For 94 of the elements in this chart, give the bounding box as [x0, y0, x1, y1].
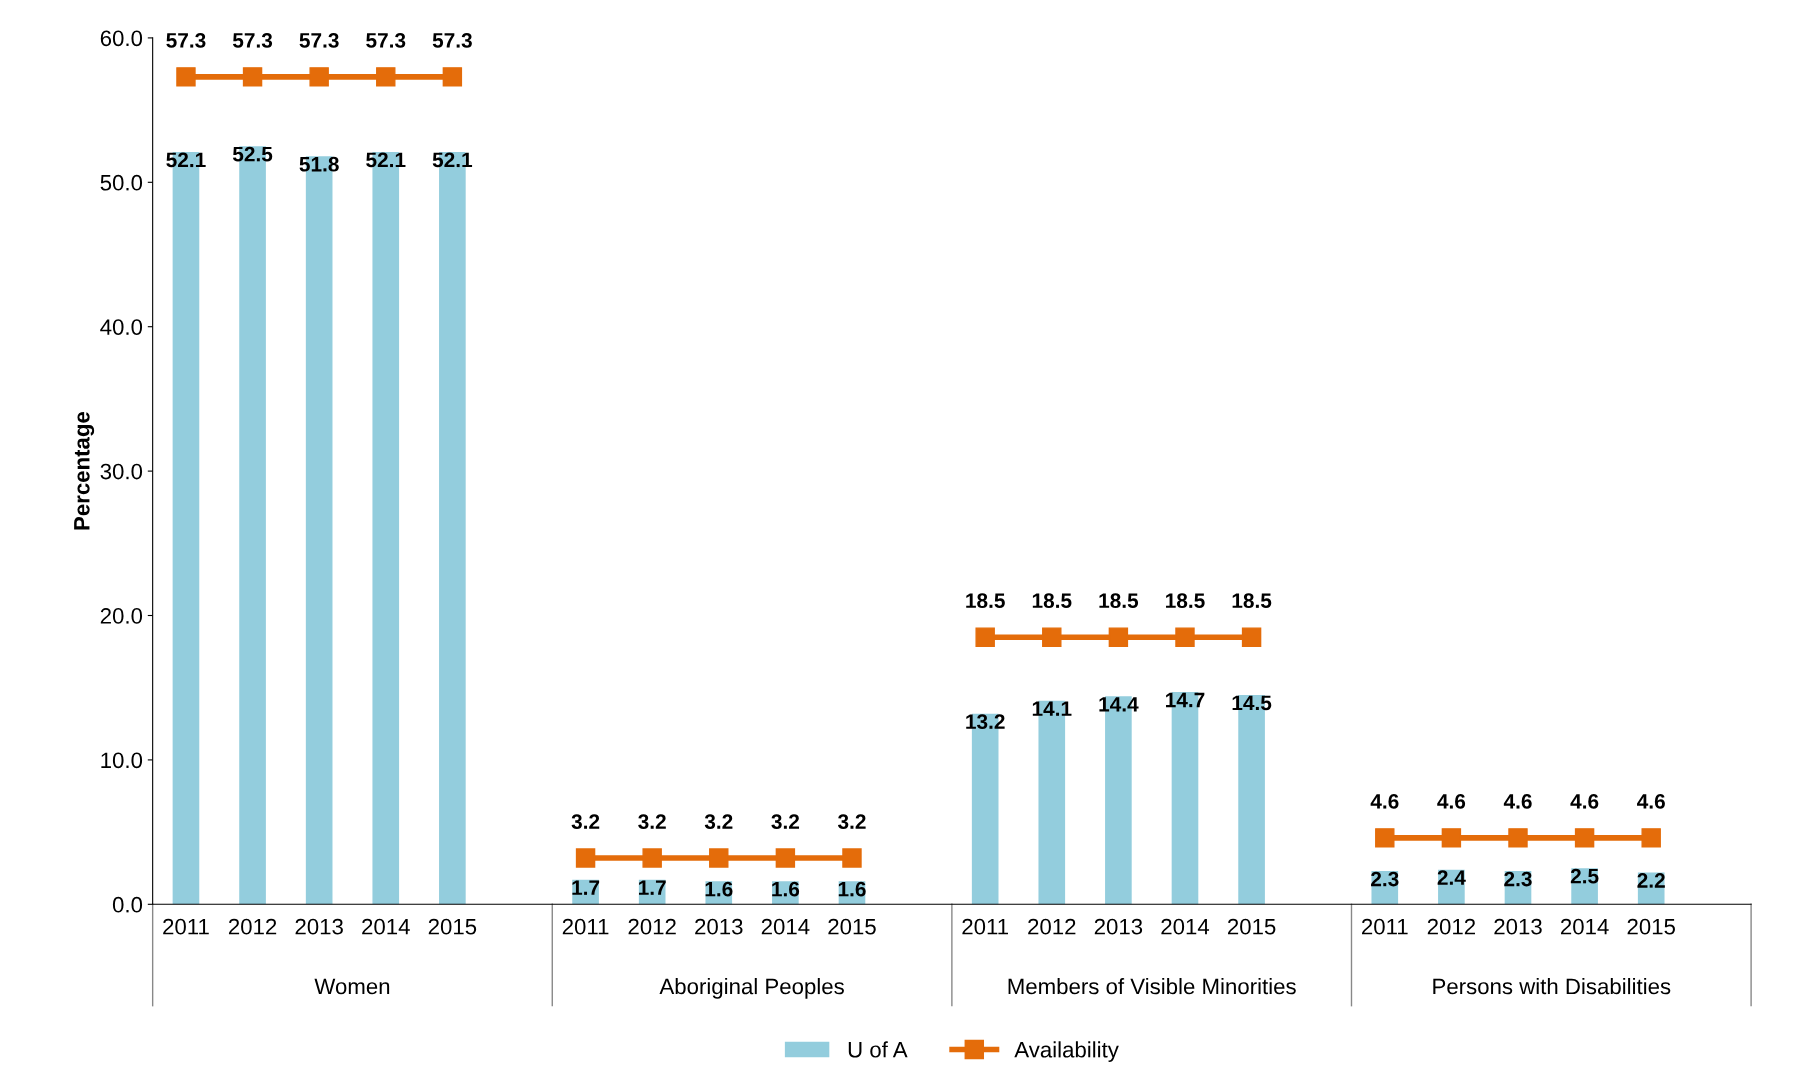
- point: [1375, 828, 1395, 848]
- data-label: 4.6: [1370, 794, 1399, 809]
- point: [376, 67, 396, 87]
- text: Persons with Disabilities: [1433, 977, 1671, 995]
- data-label: 14.4: [1099, 697, 1139, 712]
- data-label: 2.5: [1570, 868, 1599, 884]
- y-tick-label: 20.0: [100, 608, 143, 624]
- data-label: 52.1: [366, 152, 406, 168]
- point: [1108, 627, 1129, 647]
- data-label: 4.6: [1637, 794, 1665, 809]
- data-label: 13.2: [966, 714, 1005, 730]
- legend-label: Availability: [1014, 1041, 1119, 1062]
- data-label: 57.3: [166, 33, 206, 48]
- data-label: 18.5: [1032, 593, 1072, 609]
- data-label: 3.2: [638, 814, 666, 830]
- data-label: 4.6: [1503, 794, 1532, 809]
- point: [1508, 828, 1528, 848]
- point: [642, 848, 662, 868]
- point: [842, 848, 862, 868]
- point: [309, 67, 329, 87]
- data-label: 4.6: [1437, 794, 1466, 809]
- x-tick-label: 2014: [1561, 918, 1609, 935]
- point: [775, 848, 796, 868]
- x-tick-label: 2014: [1161, 918, 1210, 935]
- x-tick-label: 2013: [1494, 918, 1542, 935]
- data-label: 18.5: [1099, 593, 1139, 609]
- data-label: 2.3: [1371, 871, 1399, 887]
- data-label: 18.5: [1232, 593, 1272, 609]
- x-tick-label: 2012: [228, 918, 277, 935]
- data-label: 1.6: [772, 881, 800, 897]
- data-label: 14.1: [1032, 701, 1072, 716]
- point: [709, 848, 729, 868]
- y-tick-label: 60.0: [100, 30, 143, 47]
- point: [442, 67, 463, 87]
- text: Women: [314, 978, 390, 995]
- point: [1574, 828, 1595, 848]
- y-tick-label: 50.0: [100, 174, 143, 191]
- x-tick-label: 2013: [1094, 918, 1143, 935]
- data-label: 51.8: [299, 156, 339, 172]
- point: [176, 67, 196, 87]
- x-tick-label: 2011: [562, 918, 609, 935]
- data-label: 52.5: [232, 146, 273, 162]
- point: [1241, 627, 1262, 647]
- data-label: 1.7: [639, 880, 666, 895]
- data-label: 57.3: [299, 33, 339, 48]
- data-label: 57.3: [366, 33, 406, 48]
- data-label: 1.6: [705, 881, 733, 897]
- point: [1441, 828, 1462, 848]
- y-tick-label: 10.0: [101, 752, 143, 769]
- x-tick-label: 2013: [295, 918, 343, 935]
- x-tick-label: 2015: [428, 918, 477, 935]
- y-tick-label: 30.0: [100, 463, 143, 480]
- x-tick-label: 2014: [362, 918, 410, 935]
- x-tick-label: 2013: [695, 918, 743, 935]
- y-tick-label: 0.0: [112, 896, 143, 913]
- data-label: 3.2: [771, 814, 800, 830]
- point: [975, 627, 995, 647]
- data-label: 52.1: [432, 152, 473, 168]
- data-label: 3.2: [571, 814, 600, 830]
- x-tick-label: 2012: [1028, 918, 1076, 935]
- text: Aboriginal Peoples: [659, 977, 844, 999]
- x-tick-label: 2011: [163, 918, 209, 935]
- legend-label: U of A: [848, 1041, 908, 1058]
- data-label: 18.5: [966, 593, 1005, 609]
- point: [575, 848, 596, 868]
- x-tick-label: 2011: [1362, 918, 1408, 935]
- x-tick-label: 2012: [628, 918, 676, 935]
- data-label: 57.3: [232, 33, 273, 48]
- x-tick-label: 2015: [1227, 918, 1276, 935]
- data-label: 57.3: [432, 33, 472, 48]
- data-label: 1.6: [838, 881, 866, 897]
- x-tick-label: 2012: [1427, 918, 1475, 935]
- point: [1042, 627, 1062, 647]
- data-label: 3.2: [837, 814, 866, 830]
- data-label: 2.2: [1637, 873, 1665, 888]
- data-label: 14.5: [1232, 695, 1272, 711]
- data-label: 4.6: [1570, 794, 1599, 809]
- point: [1641, 828, 1661, 848]
- y-axis-title: Percentage: [74, 411, 95, 530]
- x-tick-label: 2015: [828, 918, 876, 935]
- data-label: 2.3: [1504, 871, 1532, 887]
- data-label: 1.7: [572, 880, 600, 895]
- point: [242, 67, 263, 87]
- y-tick-label: 40.0: [100, 319, 143, 335]
- x-tick-label: 2015: [1627, 918, 1675, 935]
- data-label: 52.1: [166, 152, 206, 168]
- data-label: 3.2: [704, 814, 733, 830]
- text: Members of Visible Minorities: [1008, 977, 1296, 995]
- point: [1175, 627, 1195, 647]
- data-label: 18.5: [1166, 593, 1205, 609]
- data-label: 14.7: [1166, 692, 1205, 708]
- x-tick-label: 2014: [761, 918, 810, 935]
- x-tick-label: 2011: [962, 918, 1008, 935]
- data-label: 2.4: [1437, 870, 1466, 885]
